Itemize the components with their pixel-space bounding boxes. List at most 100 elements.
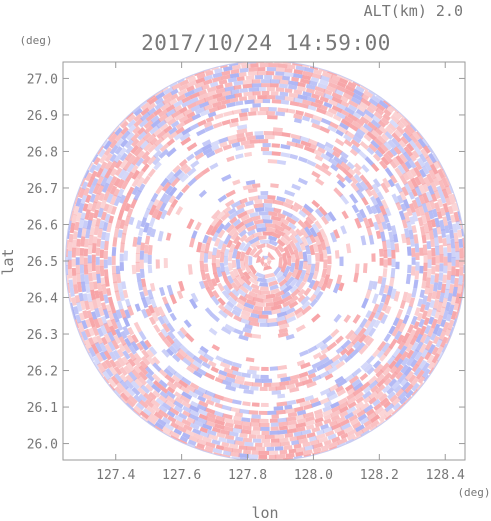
radar-bin <box>405 293 412 304</box>
radar-bin <box>326 85 338 93</box>
radar-bin <box>283 445 293 451</box>
radar-bin <box>448 185 454 194</box>
radar-bin <box>349 148 359 157</box>
radar-bin <box>387 139 397 150</box>
radar-bin <box>262 255 269 260</box>
radar-bin <box>307 345 318 354</box>
radar-bin <box>97 281 103 293</box>
radar-bin <box>404 228 410 239</box>
radar-bin <box>322 168 332 177</box>
radar-bin <box>323 88 333 96</box>
radar-bin <box>175 351 185 361</box>
radar-bin <box>353 167 362 176</box>
radar-bin <box>353 325 363 336</box>
radar-bin <box>171 374 181 383</box>
radar-bin <box>447 292 453 302</box>
radar-bin <box>404 160 413 170</box>
radar-bin <box>131 138 140 148</box>
radar-bin <box>329 441 340 449</box>
radar-bin <box>391 137 401 148</box>
radar-bin <box>269 418 278 423</box>
radar-bin <box>271 143 281 148</box>
radar-bin <box>225 93 236 100</box>
radar-bin <box>257 111 268 116</box>
radar-bin <box>98 220 105 230</box>
radar-bin <box>436 344 445 355</box>
radar-bin <box>126 162 135 173</box>
radar-bin <box>244 323 253 330</box>
radar-bin <box>121 171 130 181</box>
radar-bin <box>284 307 296 316</box>
radar-bin <box>81 320 88 330</box>
radar-bin <box>428 152 437 164</box>
radar-bin <box>428 229 435 240</box>
radar-bin <box>120 120 129 129</box>
radar-bin <box>400 135 409 145</box>
radar-bin <box>68 293 72 303</box>
radar-bin <box>293 307 304 316</box>
radar-bin <box>330 231 337 243</box>
radar-bin <box>122 316 131 328</box>
radar-bin <box>428 210 435 220</box>
radar-bin <box>91 243 97 254</box>
radar-bin <box>359 318 368 329</box>
radar-bin <box>257 314 269 319</box>
radar-bin <box>252 91 261 96</box>
radar-bin <box>436 226 442 235</box>
radar-bin <box>379 353 388 362</box>
radar-bin <box>186 416 196 424</box>
radar-bin <box>181 418 192 427</box>
radar-bin <box>312 243 319 253</box>
radar-bin <box>354 131 364 140</box>
radar-bin <box>438 180 446 192</box>
radar-bin <box>104 167 113 179</box>
radar-bin <box>323 400 333 408</box>
radar-bin <box>91 254 96 263</box>
radar-bin <box>419 226 426 237</box>
radar-bin <box>180 173 189 183</box>
radar-bin <box>354 429 364 437</box>
radar-bin <box>252 247 263 258</box>
radar-bin <box>317 82 328 90</box>
radar-bin <box>327 82 339 90</box>
radar-bin <box>103 250 108 260</box>
radar-bin <box>250 418 260 423</box>
radar-bin <box>91 343 100 355</box>
radar-bin <box>294 258 300 270</box>
radar-bin <box>455 309 460 319</box>
radar-bin <box>454 241 460 253</box>
radar-bin <box>176 425 187 433</box>
radar-bin <box>293 97 303 104</box>
radar-bin <box>223 65 233 72</box>
radar-bin <box>383 284 390 294</box>
radar-bin <box>93 318 101 329</box>
radar-bin <box>419 343 427 354</box>
radar-bin <box>102 308 110 320</box>
radar-bin <box>144 365 155 376</box>
radar-bin <box>244 246 253 256</box>
radar-bin <box>360 429 370 437</box>
radar-bin <box>297 81 306 88</box>
radar-bin <box>242 401 251 407</box>
radar-bin <box>313 285 322 297</box>
radar-bin <box>411 247 416 257</box>
radar-bin <box>189 91 200 100</box>
radar-bin <box>252 382 262 387</box>
radar-bin <box>415 382 424 392</box>
radar-bin <box>432 323 441 335</box>
radar-bin <box>133 107 143 117</box>
radar-bin <box>305 87 315 94</box>
radar-bin <box>215 355 225 363</box>
radar-bin <box>317 436 329 444</box>
radar-bin <box>401 381 411 392</box>
radar-bin <box>266 255 272 262</box>
radar-bin <box>274 434 285 439</box>
radar-bin <box>221 119 231 126</box>
radar-bin <box>382 367 392 376</box>
radar-bin <box>322 249 328 259</box>
radar-bin <box>216 95 227 103</box>
radar-bin <box>188 413 200 422</box>
radar-bin <box>238 112 248 118</box>
radar-bin <box>248 95 256 100</box>
radar-bin <box>285 216 297 225</box>
